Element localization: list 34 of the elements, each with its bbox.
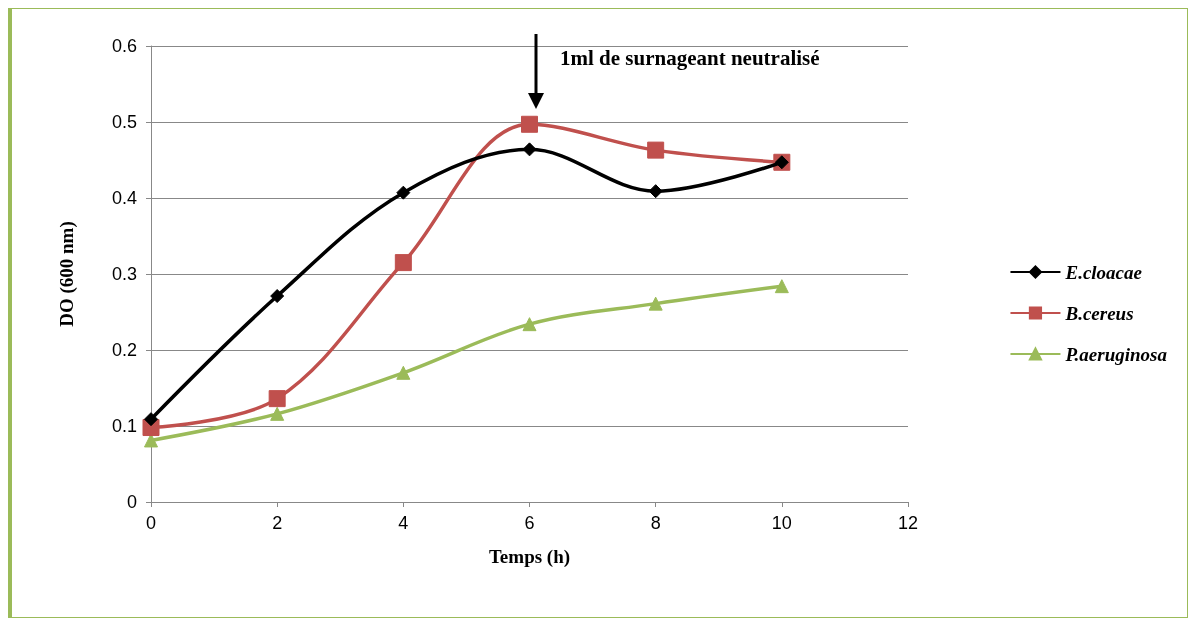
x-tick-label: 2 xyxy=(272,513,283,533)
point xyxy=(270,289,285,304)
point xyxy=(522,142,537,157)
legend-label: E.cloacae xyxy=(1064,261,1143,283)
point xyxy=(647,141,665,159)
point xyxy=(774,279,789,294)
point xyxy=(270,406,285,421)
x-tick-label: 8 xyxy=(650,513,661,533)
y-tick-label: 0.4 xyxy=(111,188,137,208)
y-tick-label: 0.2 xyxy=(111,340,137,360)
annotation: 1ml de surnageant neutralisé xyxy=(560,46,820,71)
x-axis-title: Temps (h) xyxy=(488,546,571,568)
y-tick-label: 0.6 xyxy=(111,36,137,56)
x-tick-label: 6 xyxy=(524,513,535,533)
point xyxy=(521,115,538,133)
x-tick-label: 4 xyxy=(398,513,409,533)
x-tick-label: 12 xyxy=(897,513,919,533)
legend-label: P.aeruginosa xyxy=(1064,343,1168,365)
point xyxy=(648,296,663,311)
point xyxy=(522,317,537,332)
y-tick-label: 0.3 xyxy=(111,264,137,284)
legend-label: B.cereus xyxy=(1064,302,1134,324)
point xyxy=(396,365,411,380)
y-tick-label: 0 xyxy=(126,492,137,512)
y-tick-label: 0.5 xyxy=(111,112,137,132)
point xyxy=(144,412,158,427)
x-tick-label: 10 xyxy=(771,513,792,533)
point xyxy=(268,390,286,408)
x-tick-label: 0 xyxy=(145,513,157,533)
y-axis-title: DO (600 nm) xyxy=(56,221,78,327)
y-tick-label: 0.1 xyxy=(111,416,137,436)
point xyxy=(396,185,411,200)
point xyxy=(394,254,412,272)
point xyxy=(648,184,663,199)
